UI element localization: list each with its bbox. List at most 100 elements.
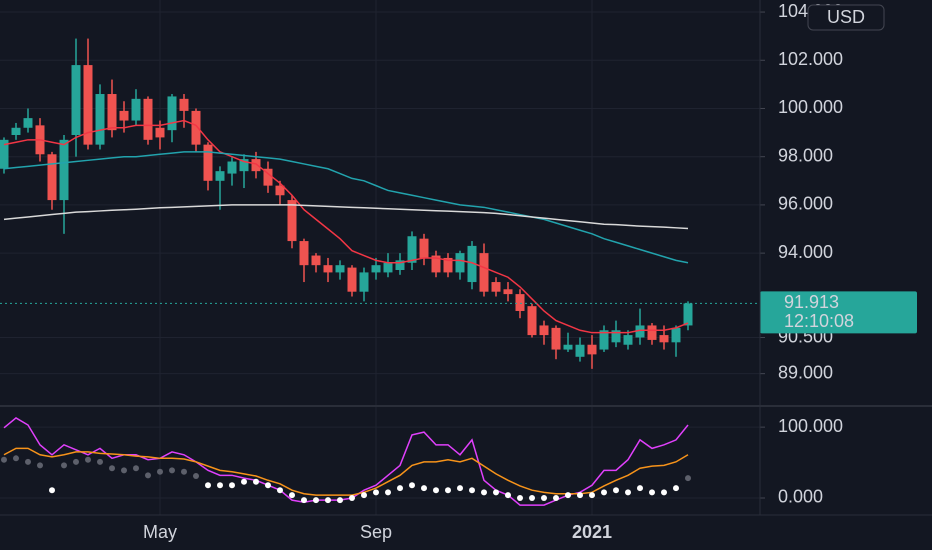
currency-button[interactable] xyxy=(807,4,885,31)
candle-body xyxy=(107,94,117,131)
indicator-dot xyxy=(661,489,667,496)
last-price-label: 91.913 xyxy=(784,292,839,312)
indicator-dot xyxy=(613,487,619,494)
indicator-line xyxy=(3,151,689,264)
indicator-dot xyxy=(133,465,139,472)
indicator-dot xyxy=(685,475,691,482)
indicator-line xyxy=(3,119,689,334)
indicator-dot xyxy=(433,487,439,494)
candle-body xyxy=(395,260,405,270)
candle-body xyxy=(563,344,573,350)
indicator-dot xyxy=(649,489,655,496)
y-tick-label: 102.000 xyxy=(778,49,843,69)
x-tick-label: May xyxy=(143,522,177,542)
indicator-dot xyxy=(577,492,583,499)
candle-body xyxy=(191,110,201,145)
indicator-dot xyxy=(409,482,415,489)
indicator-dot xyxy=(289,492,295,499)
indicator-dot xyxy=(601,489,607,496)
indicator-dot xyxy=(301,497,307,504)
indicator-dot xyxy=(469,487,475,494)
candle-body xyxy=(431,255,441,273)
candle-body xyxy=(11,127,21,135)
indicator-dot xyxy=(373,489,379,496)
x-tick-label: 2021 xyxy=(572,522,612,542)
candle-body xyxy=(683,303,693,326)
y-tick-label: 98.000 xyxy=(778,145,833,165)
candle-body xyxy=(599,330,609,350)
candle-body xyxy=(215,171,225,181)
last-price-box xyxy=(760,291,917,334)
candle-body xyxy=(167,96,177,131)
candle-body xyxy=(251,159,261,172)
indicator-dot xyxy=(241,478,247,485)
candle-body xyxy=(503,289,513,295)
countdown-label: 12:10:08 xyxy=(784,311,854,331)
candle-body xyxy=(347,267,357,292)
candle-body xyxy=(647,325,657,340)
indicator-dot xyxy=(349,494,355,501)
candle-body xyxy=(239,159,249,172)
candle-body xyxy=(539,325,549,336)
indicator-dot xyxy=(37,462,43,469)
indicator-dot xyxy=(529,494,535,501)
candle-body xyxy=(179,98,189,111)
candle-body xyxy=(659,335,669,343)
y-tick-label: 96.000 xyxy=(778,194,833,214)
candle-body xyxy=(527,306,537,336)
indicator-dot xyxy=(145,472,151,479)
indicator-dot xyxy=(169,467,175,474)
indicator-line xyxy=(3,204,689,230)
indicator-dot xyxy=(553,494,559,501)
y-tick-label: 100.000 xyxy=(778,97,843,117)
candle-body xyxy=(575,344,585,357)
candle-body xyxy=(95,94,105,145)
indicator-dot xyxy=(589,492,595,499)
candle-body xyxy=(47,154,57,201)
indicator-dot xyxy=(325,497,331,504)
candle-body xyxy=(335,265,345,273)
candle-body xyxy=(587,344,597,355)
candle-body xyxy=(671,327,681,343)
indicator-dot xyxy=(337,497,343,504)
candle-body xyxy=(371,265,381,273)
indicator-dot xyxy=(121,467,127,474)
indicator-dot xyxy=(385,489,391,496)
x-tick-label: Sep xyxy=(360,522,392,542)
y-tick-label: 94.000 xyxy=(778,242,833,262)
indicator-dot xyxy=(157,468,163,475)
candle-body xyxy=(275,185,285,196)
indicator-dot xyxy=(505,492,511,499)
indicator-dot xyxy=(541,494,547,501)
indicator-dot xyxy=(457,485,463,492)
candle-body xyxy=(635,325,645,338)
candle-body xyxy=(0,139,9,169)
candle-body xyxy=(323,265,333,273)
indicator-dot xyxy=(97,458,103,465)
indicator-dot xyxy=(517,494,523,501)
indicator-dot xyxy=(85,456,91,463)
candle-body xyxy=(455,253,465,273)
indicator-dot xyxy=(73,458,79,465)
indicator-dot xyxy=(229,482,235,489)
indicator-dot xyxy=(205,482,211,489)
indicator-dot xyxy=(277,487,283,494)
indicator-dot xyxy=(193,473,199,480)
indicator-dot xyxy=(109,465,115,472)
indicator-dot xyxy=(361,492,367,499)
candle-body xyxy=(383,262,393,273)
candle-body xyxy=(299,241,309,266)
candle-body xyxy=(467,245,477,283)
candle-body xyxy=(119,110,129,121)
indicator-dot xyxy=(313,497,319,504)
candle-body xyxy=(443,257,453,273)
indicator-dot xyxy=(25,458,31,465)
indicator-dot xyxy=(61,462,67,469)
currency-label: USD xyxy=(827,7,865,27)
indicator-dot xyxy=(493,489,499,496)
candle-body xyxy=(71,65,81,135)
indicator-dot xyxy=(1,456,7,463)
candle-body xyxy=(491,282,501,292)
y-tick-label: 89.000 xyxy=(778,362,833,382)
